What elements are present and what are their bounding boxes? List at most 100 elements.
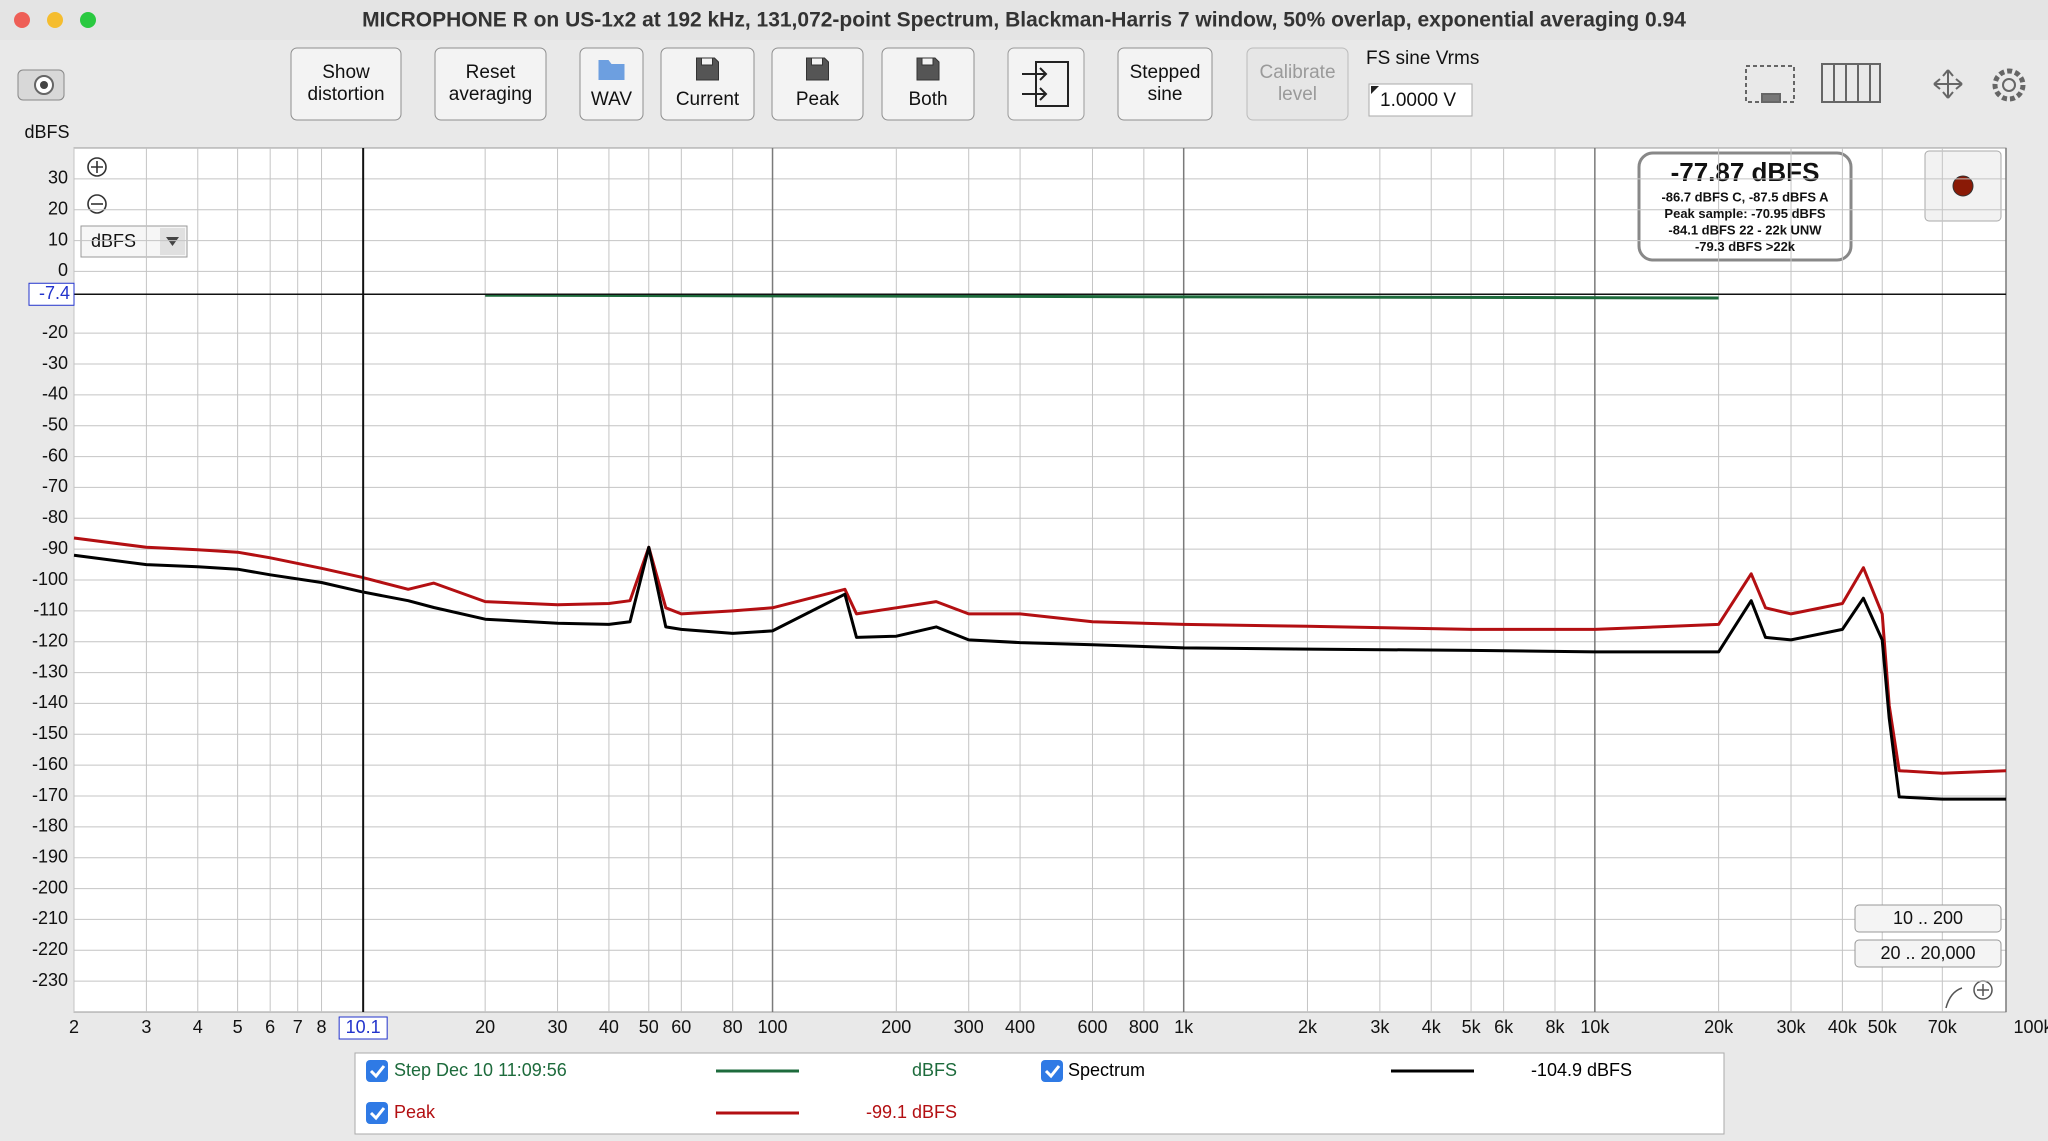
legend-reading: dBFS [912,1060,957,1080]
fs-sine-value: 1.0000 V [1380,90,1456,111]
button-label: Stepped [1130,62,1201,83]
y-tick-label: -190 [32,846,68,866]
readout-box [1637,151,1853,262]
toolbar-button[interactable] [290,47,402,121]
x-tick-label: 100kHz [2013,1017,2048,1037]
x-tick-label: 10k [1580,1017,1610,1037]
toolbar-button[interactable] [660,47,755,121]
legend-checkbox[interactable] [1041,1060,1063,1082]
x-tick-label: 40 [599,1017,619,1037]
range-button[interactable] [1854,904,2002,933]
x-tick-label: 200 [881,1017,911,1037]
zoom-out-button[interactable] [87,194,107,214]
button-label: Both [908,89,947,110]
toolbar-button[interactable] [579,47,644,121]
y-tick-label: -210 [32,908,68,928]
y-tick-label: -220 [32,939,68,959]
checkmark [369,1107,386,1121]
y-tick-label: -90 [42,538,68,558]
window-title: MICROPHONE R on US-1x2 at 192 kHz, 131,0… [362,9,1686,32]
folder-icon [598,60,625,80]
x-tick-label: 4 [193,1017,203,1037]
x-tick-label: 1k [1174,1017,1194,1037]
x-tick-label: 3k [1370,1017,1390,1037]
y-tick-label: -110 [33,600,68,620]
y-tick-label: -20 [42,322,68,342]
button-label: sine [1148,84,1183,105]
y-tick-label: -140 [32,692,68,712]
cursor-y-label: -7.4 [39,283,70,303]
legend-checkbox[interactable] [366,1060,388,1082]
button-label: Reset [466,62,516,83]
y-tick-label: -80 [42,507,68,527]
range-button[interactable] [1854,939,2002,968]
legend-reading: -99.1 dBFS [866,1102,957,1122]
readout-line: Peak sample: -70.95 dBFS [1664,206,1825,221]
x-tick-label: 6 [265,1017,275,1037]
cursor-y-box [28,282,75,306]
zoom-button[interactable] [80,12,96,28]
fs-sine-label: FS sine Vrms [1366,48,1479,69]
save-icon [696,57,719,81]
y-tick-label: -160 [32,754,68,774]
toolbar-button[interactable] [881,47,975,121]
y-tick-label: 20 [48,198,68,218]
x-tick-label: 5k [1462,1017,1482,1037]
toolbar-button[interactable] [771,47,864,121]
cursor-x-label: 10.1 [346,1017,381,1037]
x-tick-label: 8 [317,1017,327,1037]
x-tick-label: 50 [639,1017,659,1037]
y-tick-label: -60 [42,445,68,465]
layout-icons[interactable] [1745,63,2026,103]
fs-sine-corner [1371,86,1379,94]
checkmark [1044,1065,1061,1079]
y-tick-label: -50 [42,414,68,434]
x-tick-label: 100 [758,1017,788,1037]
y-tick-label: -70 [42,476,68,496]
y-tick-label: -150 [32,723,68,743]
record-button[interactable] [1924,150,2002,222]
toolbar-button[interactable] [1117,47,1213,121]
series-line [485,293,1719,300]
button-label: Current [676,89,740,110]
y-tick-label: 10 [48,229,68,249]
series-line [73,536,2007,775]
import-button[interactable] [1007,47,1085,121]
readout-line: -86.7 dBFS C, -87.5 dBFS A [1661,189,1829,204]
range-button-label: 10 .. 200 [1893,908,1963,928]
x-tick-label: 4k [1422,1017,1442,1037]
readout-line: -79.3 dBFS >22k [1695,239,1796,254]
toolbar-button[interactable] [434,47,547,121]
x-tick-label: 5 [233,1017,243,1037]
zoom-in-button[interactable] [87,157,107,177]
y-tick-label: -100 [32,569,68,589]
close-button[interactable] [14,12,30,28]
save-icon [806,57,829,81]
y-tick-label: -130 [32,661,68,681]
x-tick-label: 30k [1777,1017,1807,1037]
y-tick-label: -180 [32,816,68,836]
x-tick-label: 6k [1494,1017,1514,1037]
snapshot-button[interactable] [17,69,65,101]
save-icon [916,57,940,81]
legend-checkbox[interactable] [366,1102,388,1124]
minimize-button[interactable] [47,12,63,28]
y-tick-label: 0 [58,260,68,280]
toolbar-button[interactable] [1246,47,1349,121]
x-tick-label: 70k [1928,1017,1958,1037]
legend-name: Step Dec 10 11:09:56 [394,1060,567,1080]
y-tick-label: 30 [48,168,68,188]
legend-name: Spectrum [1068,1060,1145,1080]
button-label: WAV [591,89,632,110]
x-tick-label: 2 [69,1017,79,1037]
y-tick-label: -30 [42,353,68,373]
y-tick-label: -200 [32,877,68,897]
x-tick-label: 800 [1129,1017,1159,1037]
x-tick-label: 2k [1298,1017,1318,1037]
unit-dropdown[interactable] [80,225,188,258]
cursor-x-box [338,1016,388,1040]
range-button-label: 20 .. 20,000 [1880,943,1975,963]
fs-sine-input[interactable] [1368,83,1473,117]
y-tick-label: -230 [32,970,68,990]
